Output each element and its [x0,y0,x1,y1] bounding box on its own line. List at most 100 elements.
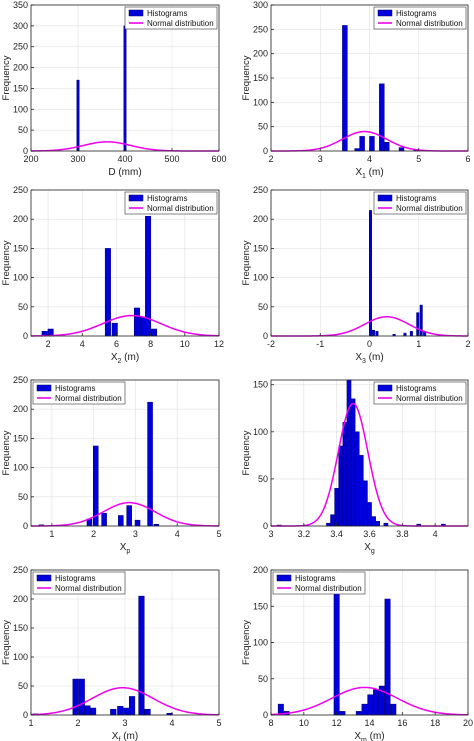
legend-label-normal: Normal distribution [147,204,214,213]
histogram-bars [41,216,158,337]
axes-frame [30,379,220,527]
y-tick-label: 100 [253,97,268,107]
x-tick-label: 0 [367,339,372,349]
histogram-bar [379,83,385,152]
x-axis-label: X2 (m) [111,352,139,365]
x-axis-label: Xp [120,542,131,555]
y-tick-label: 50 [258,674,268,684]
y-tick-label: 0 [263,331,268,341]
y-tick-label: 200 [253,214,268,224]
y-tick-label: 250 [253,185,268,195]
legend-box [373,191,467,215]
y-tick-label: 0 [263,146,268,156]
y-tick-label: 100 [13,104,28,114]
legend-swatch-histogram [377,9,393,17]
histogram-bar [123,25,127,152]
y-tick-label: 200 [253,49,268,59]
x-tick-label: 3 [268,529,273,539]
histogram-bar [117,706,124,716]
x-tick-label: 1 [416,339,421,349]
histogram-bar [128,696,136,716]
histogram-bar [339,711,346,716]
histogram-bar [330,514,335,527]
x-tick-label: 4 [80,339,85,349]
y-tick-label: 200 [13,404,28,414]
chart-panel-2: 2 3 4 5 6 0 50 100 150 200 250 300 Frequency X1 (m) Hi… [241,0,471,180]
y-tick-label: 50 [258,474,268,484]
histogram-bar [403,332,407,337]
legend-label-histogram: Histograms [55,574,95,583]
y-tick-label: 200 [13,214,28,224]
y-tick-label: 150 [13,623,28,633]
y-tick-label: 100 [13,652,28,662]
chart-panel-1: 200 300 400 500 600 0 50 100 150 200 250 300 350 Freq… [1,0,227,178]
legend-box [124,6,218,30]
histogram-bar [84,705,91,716]
x-axis-label: Xg [364,542,375,555]
y-tick-label: 250 [13,185,28,195]
x-tick-label: 1 [28,718,33,728]
y-axis-label: Frequency [241,430,252,475]
histogram-bar [375,331,379,337]
x-tick-label: 400 [117,154,132,164]
y-tick-label: 0 [23,146,28,156]
y-tick-label: 0 [23,521,28,531]
y-tick-label: 200 [13,594,28,604]
x-tick-label: 8 [148,339,153,349]
y-tick-label: 150 [13,83,28,93]
normal-distribution-curve [31,501,219,527]
legend-label-normal: Normal distribution [295,584,362,593]
histogram-bar [384,598,391,716]
chart-panel-5: 1 2 3 4 5050100150200250FrequencyXpHistogram… [1,375,222,555]
x-tick-label: 12 [214,339,224,349]
y-tick-label: 50 [18,492,28,502]
histogram-bar [326,522,331,527]
y-axis-label: Frequency [241,55,252,100]
y-tick-label: 250 [253,24,268,34]
y-axis-label: Frequency [1,620,12,665]
x-tick-label: 600 [211,154,226,164]
y-tick-label: 50 [258,122,268,132]
y-tick-label: 150 [253,601,268,611]
x-tick-label: 14 [364,718,374,728]
y-tick-label: 150 [253,73,268,83]
x-tick-label: 4 [433,529,438,539]
histogram-bar [390,703,397,716]
y-tick-label: 50 [258,302,268,312]
y-tick-label: 50 [18,125,28,135]
histogram-bar [76,79,80,152]
x-tick-label: 6 [465,154,470,164]
histogram-bar [350,398,356,527]
legend-label-histogram: Histograms [396,384,436,393]
x-tick-label: 300 [70,154,85,164]
plot-area [31,380,219,526]
legend-box [124,191,218,215]
legend-swatch-histogram [36,574,52,582]
histogram-bar [334,488,339,527]
legend-label-normal: Normal distribution [396,394,463,403]
histogram-bar [398,147,405,152]
histogram-bar [371,516,376,527]
y-axis-label: Frequency [1,430,12,475]
legend-box [373,6,467,30]
histogram-bar [133,307,140,337]
y-tick-label: 100 [253,273,268,283]
legend-label-histogram: Histograms [396,9,436,18]
normal-distribution-curve [30,686,220,716]
histogram-bar [384,141,390,152]
y-tick-label: 50 [18,302,28,312]
histogram-bar [151,328,158,337]
y-tick-label: 300 [253,0,268,10]
chart-panel-3: 2 4 6 8 10 12 0 50 100 150 200 250 Frequency X2 (m) Hi… [1,185,224,365]
histogram-bar [367,502,372,527]
x-axis-label: X3 (m) [355,352,383,365]
x-tick-label: 2 [91,529,96,539]
histogram-bar [355,711,362,716]
y-tick-label: 350 [13,0,28,10]
legend-swatch-histogram [377,384,393,392]
legend-box [32,571,126,595]
